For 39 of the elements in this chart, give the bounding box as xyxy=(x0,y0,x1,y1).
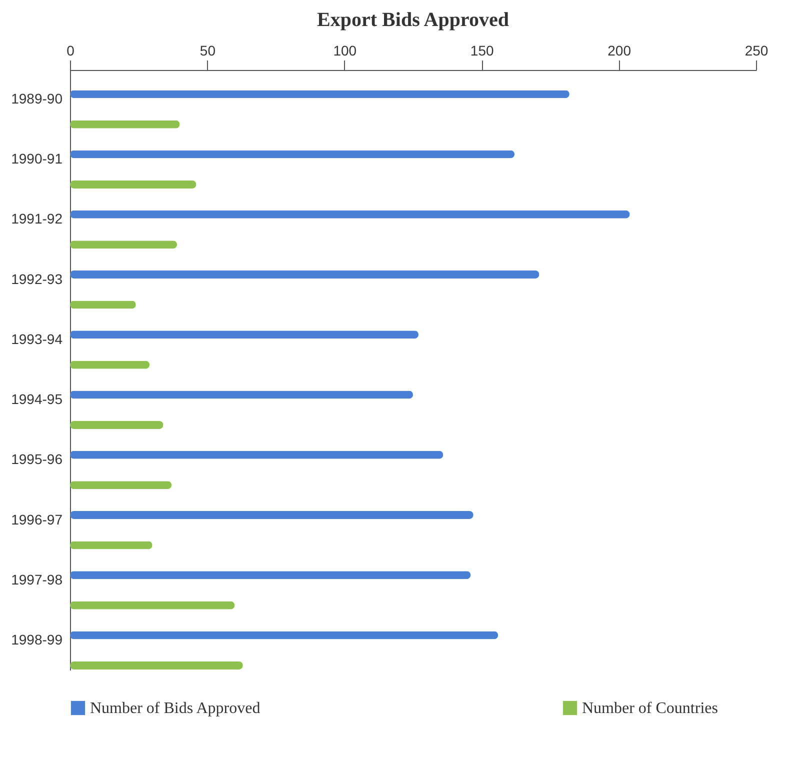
y-tick-label: 1994-95 xyxy=(11,391,63,408)
y-tick-label: 1991-92 xyxy=(11,210,63,227)
bar xyxy=(70,541,152,550)
legend-label: Number of Bids Approved xyxy=(90,700,260,717)
bar xyxy=(70,631,498,640)
x-tick-label: 50 xyxy=(200,42,216,58)
chart-title: Export Bids Approved xyxy=(317,9,509,31)
y-tick-label: 1997-98 xyxy=(11,571,63,588)
bar xyxy=(70,481,172,490)
bar xyxy=(70,90,570,98)
bar xyxy=(70,150,515,158)
bar xyxy=(70,360,150,369)
legend-label: Number of Countries xyxy=(582,700,718,717)
bar xyxy=(70,450,444,459)
bar xyxy=(70,210,630,218)
y-tick-label: 1992-93 xyxy=(11,270,63,287)
bar xyxy=(70,601,235,610)
bar xyxy=(70,330,418,339)
y-tick-label: 1998-99 xyxy=(11,632,63,648)
bar xyxy=(70,511,474,519)
bar xyxy=(70,120,180,128)
bar xyxy=(70,240,178,249)
x-tick-label: 150 xyxy=(470,42,494,58)
bar xyxy=(70,390,413,399)
bar xyxy=(70,270,540,278)
x-tick-label: 0 xyxy=(66,42,75,58)
y-tick-label: 1993-94 xyxy=(11,330,63,347)
x-tick-label: 250 xyxy=(744,42,768,58)
bar xyxy=(70,571,471,580)
x-tick-label: 200 xyxy=(608,42,632,58)
y-tick-label: 1995-96 xyxy=(11,451,63,468)
y-tick-label: 1990-91 xyxy=(11,150,63,167)
bar xyxy=(70,300,136,309)
bar xyxy=(70,662,243,670)
y-tick-label: 1989-90 xyxy=(11,90,63,106)
bar xyxy=(70,421,164,429)
bar xyxy=(70,180,196,188)
x-tick-label: 100 xyxy=(333,42,357,58)
y-tick-label: 1996-97 xyxy=(11,511,63,528)
